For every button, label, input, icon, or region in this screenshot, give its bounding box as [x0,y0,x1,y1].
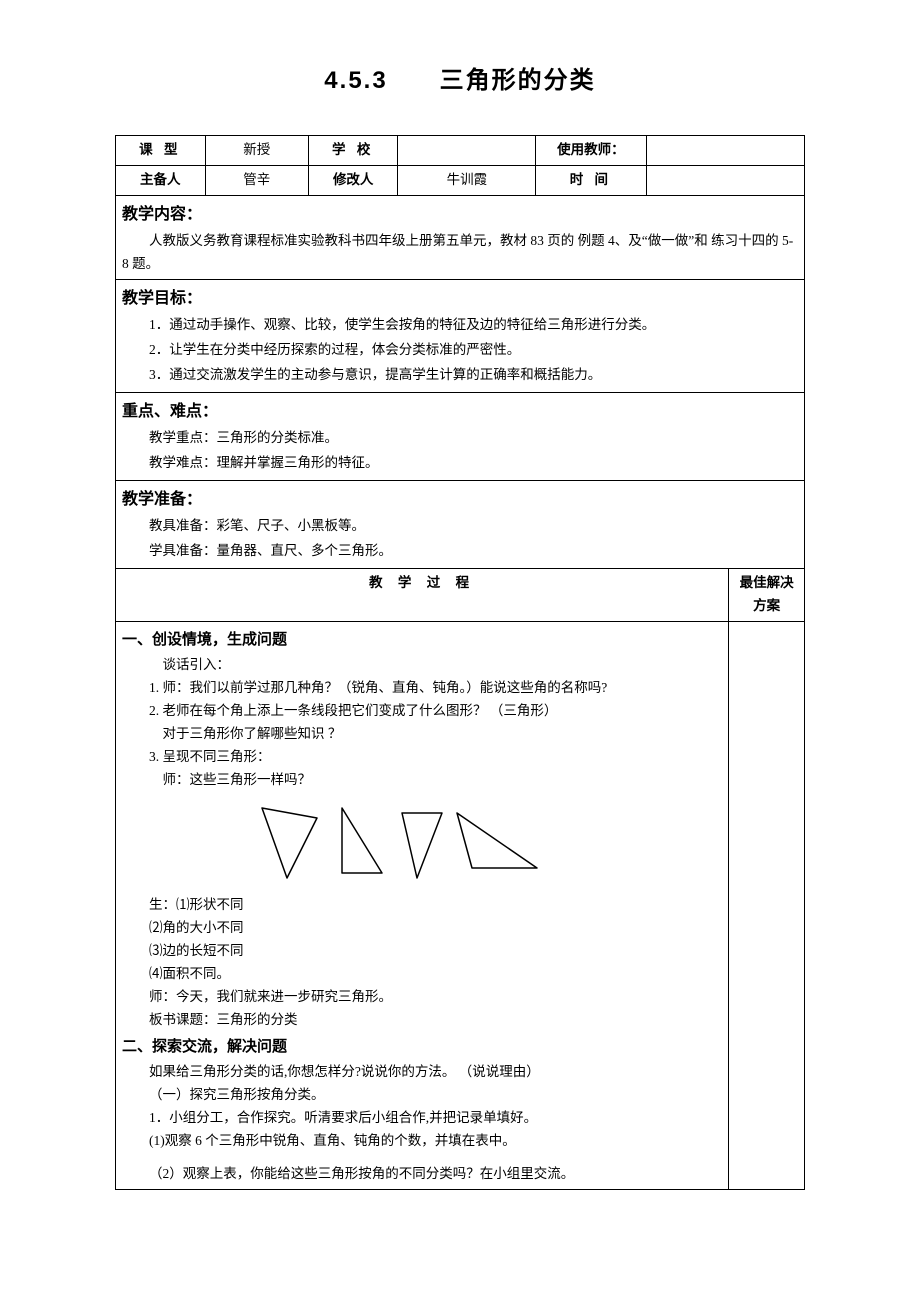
section1-q3: 3. 呈现不同三角形： [149,746,722,769]
label-time: 时 间 [536,165,646,195]
content-heading: 教学内容： [122,201,798,228]
prep-heading: 教学准备： [122,486,798,513]
meta-row-1: 课 型 新授 学 校 使用教师： [116,136,805,166]
process-heading: 教 学 过 程 [116,569,729,622]
section1-q2b: 对于三角形你了解哪些知识 ？ [163,723,723,746]
goal-item-2: 2．让学生在分类中经历探索的过程，体会分类标准的严密性。 [149,339,798,362]
section1-ans4: ⑷面积不同。 [149,963,722,986]
prep-item-2: 学具准备：量角器、直尺、多个三角形。 [149,540,798,563]
section1-q1: 1. 师：我们以前学过那几种角？（锐角、直角、钝角。）能说这些角的名称吗? [149,677,722,700]
section1-heading: 一、创设情境，生成问题 [122,627,722,653]
solution-heading: 最佳解决方案 [729,569,805,622]
goal-item-3: 3．通过交流激发学生的主动参与意识，提高学生计算的正确率和概括能力。 [149,364,798,387]
keypoint-item-1: 教学重点：三角形的分类标准。 [149,427,798,450]
section-prep: 教学准备： 教具准备：彩笔、尺子、小黑板等。 学具准备：量角器、直尺、多个三角形… [116,481,805,569]
section2-line2: （一）探究三角形按角分类。 [149,1084,722,1107]
value-time [646,165,805,195]
meta-row-2: 主备人 管辛 修改人 牛训霞 时 间 [116,165,805,195]
solution-body [729,621,805,1189]
section-keypoints: 重点、难点： 教学重点：三角形的分类标准。 教学难点：理解并掌握三角形的特征。 [116,392,805,480]
process-body: 一、创设情境，生成问题 谈话引入： 1. 师：我们以前学过那几种角？（锐角、直角… [116,621,729,1189]
section2-line4: (1)观察 6 个三角形中锐角、直角、钝角的个数，并填在表中。 [149,1130,722,1153]
section-content: 教学内容： 人教版义务教育课程标准实验教科书四年级上册第五单元，教材 83 页的… [116,195,805,279]
lesson-plan-table: 课 型 新授 学 校 使用教师： 主备人 管辛 修改人 牛训霞 时 间 教学内容… [115,135,805,1190]
goals-heading: 教学目标： [122,285,798,312]
section2-line5: （2）观察上表，你能给这些三角形按角的不同分类吗？在小组里交流。 [149,1163,722,1186]
section1-ans3: ⑶边的长短不同 [149,940,722,963]
content-body: 人教版义务教育课程标准实验教科书四年级上册第五单元，教材 83 页的 例题 4、… [122,230,798,276]
label-author: 主备人 [116,165,206,195]
section2-heading: 二、探索交流，解决问题 [122,1034,722,1060]
value-author: 管辛 [205,165,308,195]
section1-ans1: 生：⑴形状不同 [149,894,722,917]
label-editor: 修改人 [308,165,398,195]
section1-intro: 谈话引入： [163,654,723,677]
triangles-diagram [242,798,542,888]
label-course-type: 课 型 [116,136,206,166]
section2-line1: 如果给三角形分类的话,你想怎样分?说说你的方法。 （说说理由） [149,1061,722,1084]
value-teacher [646,136,805,166]
section1-q3b: 师：这些三角形一样吗？ [163,769,723,792]
goal-item-1: 1．通过动手操作、观察、比较，使学生会按角的特征及边的特征给三角形进行分类。 [149,314,798,337]
section1-q2: 2. 老师在每个角上添上一条线段把它们变成了什么图形？ （三角形） [149,700,722,723]
keypoints-heading: 重点、难点： [122,398,798,425]
prep-item-1: 教具准备：彩笔、尺子、小黑板等。 [149,515,798,538]
section-goals: 教学目标： 1．通过动手操作、观察、比较，使学生会按角的特征及边的特征给三角形进… [116,279,805,392]
section1-ans2: ⑵角的大小不同 [149,917,722,940]
section2-line3: 1．小组分工，合作探究。听清要求后小组合作,并把记录单填好。 [149,1107,722,1130]
value-course-type: 新授 [205,136,308,166]
section1-end2: 板书课题：三角形的分类 [149,1009,722,1032]
value-school [398,136,536,166]
label-school: 学 校 [308,136,398,166]
page-title: 4.5.3 三角形的分类 [115,60,805,95]
keypoint-item-2: 教学难点：理解并掌握三角形的特征。 [149,452,798,475]
section1-end1: 师：今天，我们就来进一步研究三角形。 [149,986,722,1009]
label-teacher: 使用教师： [536,136,646,166]
value-editor: 牛训霞 [398,165,536,195]
